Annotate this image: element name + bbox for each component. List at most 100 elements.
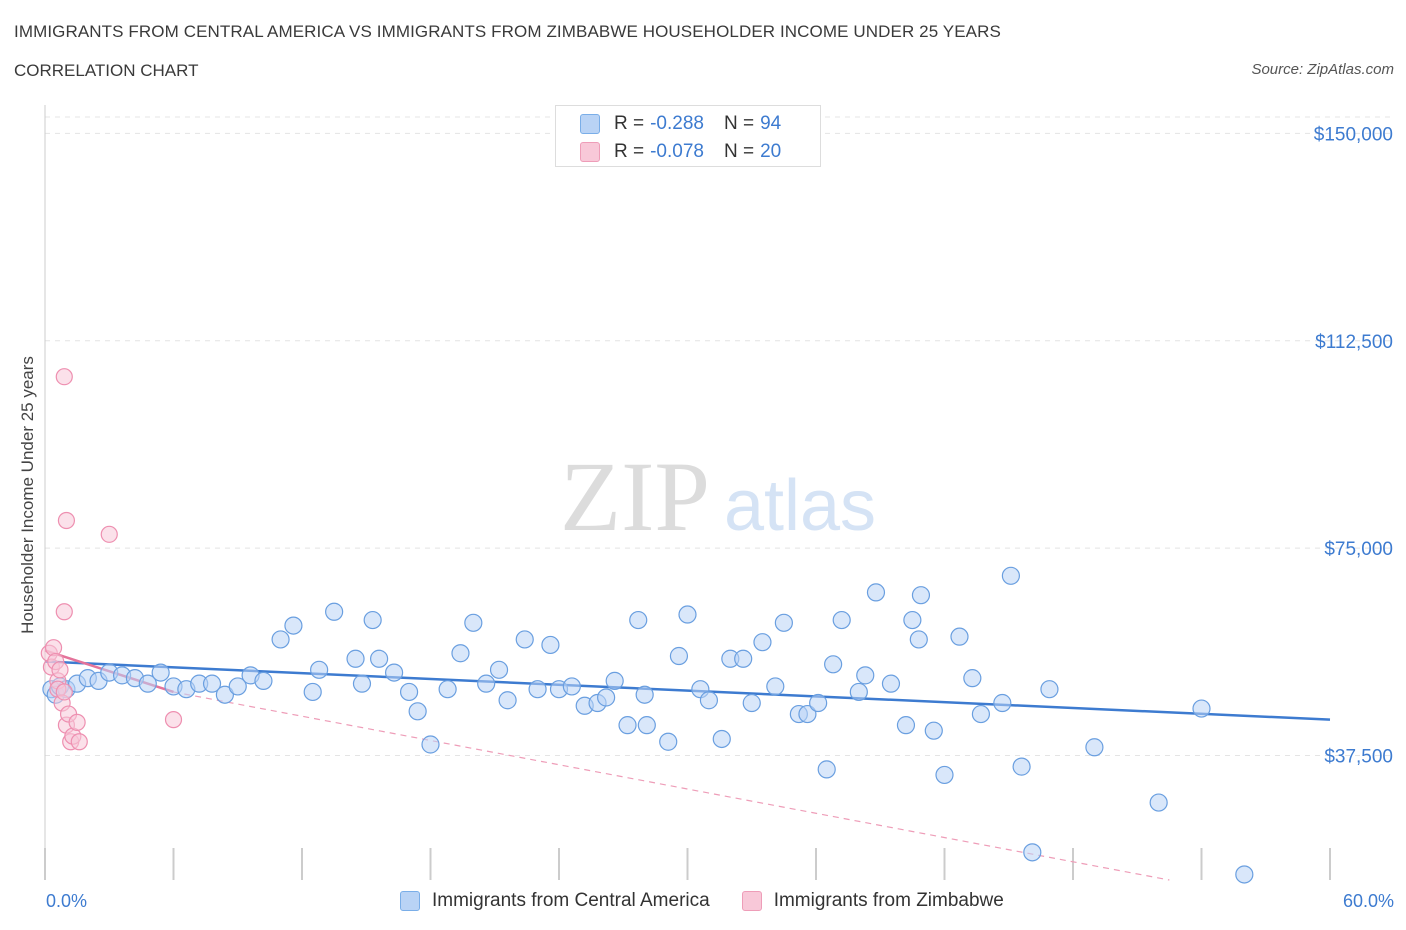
point-central-america (832, 610, 851, 630)
point-zimbabwe (164, 711, 183, 729)
point-central-america (477, 674, 496, 693)
point-central-america (963, 669, 982, 688)
y-tick-label: $75,000 (1324, 539, 1393, 560)
stats-r-value: -0.288 (650, 113, 704, 134)
point-central-america (151, 663, 170, 682)
point-central-america (202, 674, 222, 693)
point-central-america (699, 691, 719, 710)
source-label: Source: ZipAtlas.com (1251, 61, 1394, 78)
trend-line-zimbabwe-extension (173, 691, 1170, 881)
point-zimbabwe (55, 603, 73, 621)
point-central-america (678, 605, 697, 624)
point-central-america (798, 704, 817, 724)
y-tick-label: $37,500 (1324, 747, 1393, 768)
point-central-america (438, 680, 457, 699)
point-central-america (215, 685, 234, 704)
x-axis-min-label: 0.0% (46, 891, 88, 911)
point-central-america (635, 685, 654, 704)
point-central-america (384, 663, 404, 682)
point-central-america (866, 583, 886, 602)
point-central-america (515, 630, 534, 649)
trend-line-central-america (44, 660, 1331, 721)
point-central-america (605, 671, 624, 690)
point-zimbabwe (70, 733, 88, 751)
stats-swatch-zimbabwe (580, 142, 600, 162)
point-central-america (993, 693, 1012, 713)
point-central-america (489, 660, 509, 679)
point-central-america (1085, 738, 1104, 757)
point-zimbabwe (51, 661, 69, 679)
legend-label-zimbabwe: Immigrants from Zimbabwe (773, 890, 1004, 911)
point-central-america (1023, 843, 1042, 862)
point-central-america (909, 630, 928, 649)
point-central-america (950, 627, 969, 646)
point-central-america (597, 688, 616, 707)
stats-r-label: R = (614, 141, 645, 162)
point-zimbabwe (55, 683, 73, 701)
legend-label-central-america: Immigrants from Central America (432, 890, 710, 911)
point-central-america (464, 613, 483, 632)
chart-subtitle: CORRELATION CHART (14, 61, 199, 80)
legend-item-zimbabwe[interactable]: Immigrants from Zimbabwe (741, 890, 1004, 912)
point-central-america (774, 613, 793, 632)
axes (44, 105, 1331, 880)
point-central-america (399, 682, 419, 702)
point-central-america (712, 729, 731, 749)
point-central-america (451, 644, 470, 663)
point-central-america (1040, 680, 1059, 699)
point-central-america (935, 765, 954, 785)
point-central-america (1012, 757, 1031, 776)
point-zimbabwe (68, 713, 86, 731)
stats-r-value: -0.078 (650, 141, 704, 162)
stats-swatch-central-america (580, 114, 600, 134)
point-central-america (310, 660, 329, 679)
point-central-america (271, 630, 290, 649)
point-central-america (618, 716, 637, 735)
stats-r-label: R = (614, 113, 645, 134)
watermark: ZIP atlas (560, 441, 876, 552)
watermark-zip: ZIP (560, 441, 710, 552)
stats-row-zimbabwe: R = -0.078 N = 20 (580, 141, 781, 163)
point-central-america (903, 610, 922, 630)
point-central-america (562, 677, 581, 696)
legend-item-central-america[interactable]: Immigrants from Central America (400, 890, 710, 912)
point-central-america (325, 602, 344, 621)
watermark-atlas: atlas (724, 466, 876, 546)
y-tick-labels: $37,500 $75,000 $112,500 $150,000 (1314, 124, 1393, 767)
point-central-america (896, 716, 916, 735)
point-central-america (856, 666, 875, 685)
point-central-america (284, 616, 303, 635)
point-central-america (528, 680, 547, 699)
point-central-america (303, 682, 322, 702)
point-central-america (911, 586, 931, 605)
point-central-america (498, 691, 517, 710)
x-axis-max-label: 60.0% (1342, 891, 1394, 911)
point-zimbabwe (100, 525, 118, 543)
point-central-america (753, 633, 772, 652)
stats-n-value: 94 (760, 113, 782, 134)
point-central-america (138, 674, 157, 693)
point-central-america (881, 674, 901, 693)
point-central-america (637, 716, 656, 735)
point-zimbabwe (55, 368, 73, 386)
point-central-america (817, 760, 836, 779)
point-central-america (1192, 699, 1211, 718)
point-zimbabwe (57, 511, 76, 530)
chart-legend: Immigrants from Central America Immigran… (400, 890, 1036, 912)
point-central-america (1149, 793, 1168, 812)
legend-swatch-central-america (400, 891, 420, 911)
point-central-america (924, 721, 943, 740)
stats-row-central-america: R = -0.288 N = 94 (580, 113, 781, 135)
point-central-america (370, 649, 389, 668)
point-central-america (228, 677, 247, 696)
point-central-america (742, 693, 761, 713)
stats-n-value: 20 (760, 141, 782, 162)
point-central-america (809, 693, 828, 713)
stats-n-label: N = (723, 113, 755, 134)
point-central-america (659, 732, 678, 751)
point-central-america (766, 677, 785, 696)
point-central-america (352, 674, 372, 693)
stats-n-label: N = (723, 141, 755, 162)
y-tick-label: $150,000 (1314, 124, 1393, 145)
